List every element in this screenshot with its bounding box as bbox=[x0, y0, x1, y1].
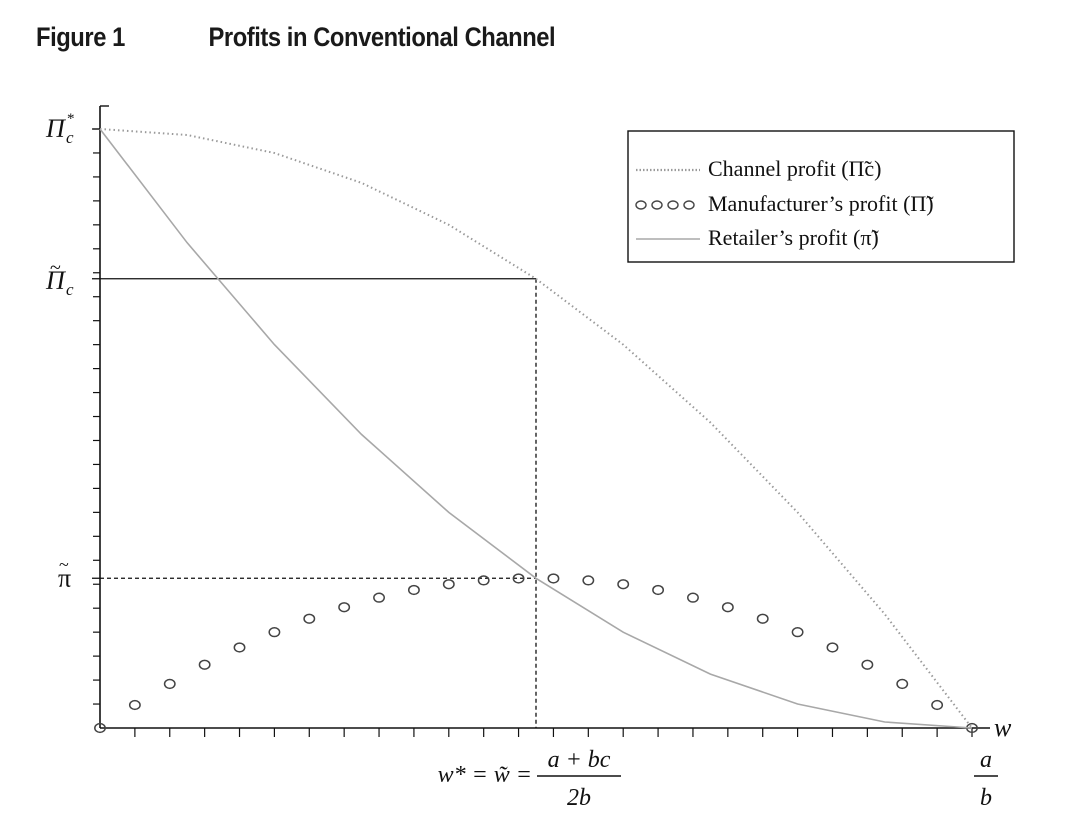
manufacturer-profit-point bbox=[373, 592, 385, 603]
axes bbox=[92, 105, 990, 737]
manufacturer-profit-point bbox=[791, 627, 804, 638]
x-tick-label-fraction-denominator: 2b bbox=[567, 785, 591, 811]
legend-swatch-manufacturer bbox=[651, 200, 663, 210]
figure-title: Profits in Conventional Channel bbox=[208, 22, 556, 52]
manufacturer-profit-point bbox=[931, 699, 944, 711]
manufacturer-profit-point bbox=[442, 579, 455, 590]
manufacturer-profit-point bbox=[233, 642, 246, 653]
manufacturer-profit-point bbox=[617, 579, 630, 590]
legend-swatch-manufacturer bbox=[683, 200, 695, 210]
manufacturer-profit-point bbox=[128, 699, 141, 711]
manufacturer-profit-point bbox=[687, 592, 699, 603]
y-tick-label-channel-profit: Π bbox=[45, 266, 67, 295]
manufacturer-profit-point bbox=[94, 722, 106, 734]
manufacturer-profit-point bbox=[163, 678, 176, 690]
legend-label-1: Channel profit (Π̃c) bbox=[708, 156, 882, 181]
y-tick-label-max-channel-sup: * bbox=[67, 111, 75, 127]
manufacturer-profit-point bbox=[268, 627, 281, 638]
manufacturer-profit-point bbox=[652, 584, 665, 596]
x-tick-label-fraction-numerator: a + bc bbox=[548, 747, 611, 773]
manufacturer-profit-point bbox=[303, 613, 316, 624]
y-tick-label-max-channel: Π bbox=[45, 114, 67, 143]
y-tick-label-retailer-profit-tilde: ~ bbox=[59, 554, 69, 574]
manufacturer-profit-point bbox=[198, 659, 211, 670]
manufacturer-profit-point bbox=[896, 678, 909, 690]
y-tick-label-channel-profit-sub: c bbox=[66, 280, 74, 299]
figure-heading: Figure 1 Profits in Conventional Channel bbox=[36, 22, 556, 53]
manufacturer-profit-point bbox=[756, 613, 769, 624]
y-tick-label-channel-profit-tilde: ~ bbox=[50, 257, 61, 279]
series-layer bbox=[94, 128, 978, 734]
manufacturer-profit-point bbox=[477, 575, 490, 586]
reference-lines bbox=[100, 278, 537, 728]
retailer-profit-line bbox=[99, 128, 973, 729]
manufacturer-profit-point bbox=[826, 642, 839, 653]
figure-label: Figure 1 bbox=[36, 22, 125, 52]
manufacturer-profit-point bbox=[512, 573, 525, 584]
x-tick-label-optimal-wage: w* = w̃ = bbox=[438, 762, 532, 788]
x-tick-label-max-denominator: b bbox=[980, 785, 992, 811]
legend-label-2: Manufacturer’s profit (Π̃) bbox=[708, 191, 934, 216]
manufacturer-profit-point bbox=[582, 575, 595, 586]
manufacturer-profit-point bbox=[721, 602, 734, 613]
y-tick-label-max-channel-sub: c bbox=[66, 128, 74, 147]
legend-swatch-manufacturer bbox=[667, 200, 679, 210]
x-tick-label-max-numerator: a bbox=[980, 747, 992, 773]
legend-swatch-manufacturer bbox=[635, 200, 647, 210]
legend-box bbox=[627, 130, 1015, 263]
manufacturer-profit-point bbox=[861, 659, 874, 670]
manufacturer-profit-point bbox=[407, 584, 420, 596]
manufacturer-profit-point bbox=[547, 573, 560, 584]
channel-profit-line bbox=[99, 128, 973, 729]
y-tick-label-retailer-profit: π bbox=[58, 563, 71, 592]
legend-label-3: Retailer’s profit (π̃) bbox=[708, 225, 879, 250]
legend: Channel profit (Π̃c) Manufacturer’s profi… bbox=[627, 130, 1015, 263]
manufacturer-profit-point bbox=[338, 602, 351, 613]
x-axis-label: w bbox=[994, 713, 1012, 742]
